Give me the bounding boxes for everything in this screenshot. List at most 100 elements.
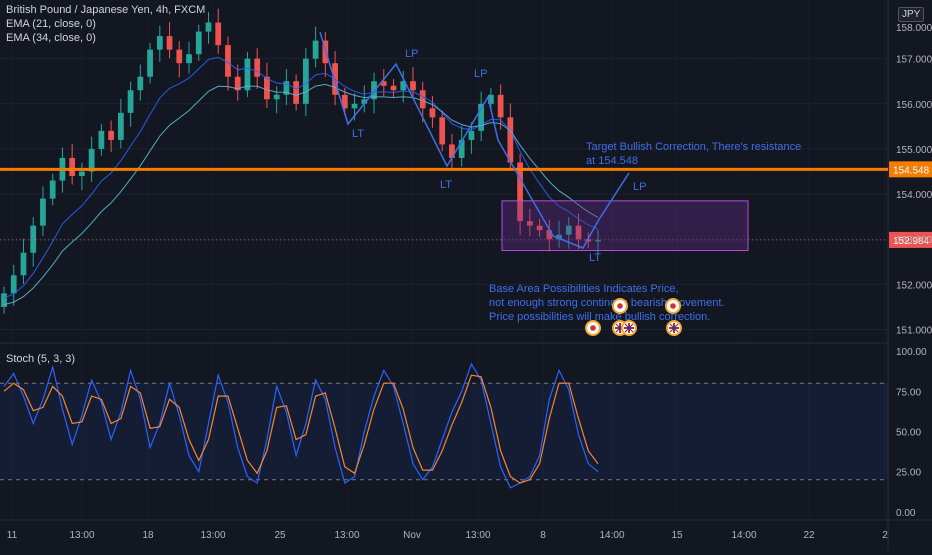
- last-price-tag: [889, 231, 932, 248]
- candle-body[interactable]: [556, 234, 562, 240]
- candle-body[interactable]: [507, 117, 514, 163]
- candle-body[interactable]: [565, 225, 572, 235]
- candle-body[interactable]: [351, 103, 358, 109]
- uk-flag-icon: [624, 323, 634, 333]
- time-tick-label: 8: [540, 530, 546, 541]
- candle-body[interactable]: [293, 81, 300, 104]
- resistance-price-tag: [889, 161, 932, 178]
- lt-label[interactable]: LT: [352, 128, 364, 140]
- price-tick-label: 153.000: [896, 235, 932, 246]
- candle-body[interactable]: [244, 58, 251, 91]
- candle-body[interactable]: [176, 49, 183, 64]
- candle-body[interactable]: [215, 22, 222, 46]
- candle-body[interactable]: [497, 94, 504, 118]
- base-area-box[interactable]: [501, 200, 749, 251]
- candle-body[interactable]: [341, 94, 348, 109]
- base-note-line2[interactable]: not enough strong continous bearish move…: [489, 297, 724, 309]
- price-tick-label: 154.000: [896, 190, 932, 201]
- candle-body[interactable]: [30, 225, 37, 253]
- candle-body[interactable]: [526, 221, 533, 226]
- candle-body[interactable]: [127, 90, 134, 113]
- candle-body[interactable]: [478, 103, 485, 131]
- time-tick-label: Nov: [403, 530, 421, 541]
- candle-body[interactable]: [79, 171, 85, 177]
- drawings[interactable]: 154.548 152.984 LP LP LP LT LT LT Target Bullish…: [0, 31, 932, 336]
- ema21-legend[interactable]: EMA (21, close, 0): [6, 18, 96, 30]
- candle-body[interactable]: [575, 225, 582, 240]
- time-tick-label: 25: [274, 530, 286, 541]
- lt-label[interactable]: LT: [589, 252, 601, 264]
- candle-body[interactable]: [195, 31, 202, 55]
- candle-body[interactable]: [273, 94, 280, 100]
- stoch-lines: [3, 362, 599, 489]
- stoch-tick-label: 100.00: [896, 347, 927, 358]
- candle-body[interactable]: [410, 81, 416, 91]
- candle-body[interactable]: [390, 85, 397, 91]
- candle-body[interactable]: [429, 108, 436, 118]
- candle-body[interactable]: [419, 90, 426, 109]
- candle-body[interactable]: [517, 162, 523, 222]
- candle-body[interactable]: [88, 148, 95, 172]
- candle-body[interactable]: [186, 54, 192, 64]
- candle-body[interactable]: [400, 81, 407, 91]
- time-tick-label: 15: [671, 530, 683, 541]
- japan-flag-icon: [590, 325, 596, 331]
- candle-body[interactable]: [264, 76, 270, 100]
- candle-body[interactable]: [137, 76, 144, 91]
- candle-body[interactable]: [468, 130, 475, 140]
- candle-body[interactable]: [205, 22, 212, 32]
- candle-body[interactable]: [488, 94, 494, 104]
- candle-body[interactable]: [595, 240, 601, 242]
- candle-body[interactable]: [546, 230, 553, 240]
- candle-body[interactable]: [439, 117, 446, 145]
- stoch-tick-label: 25.00: [896, 468, 921, 479]
- candle-body[interactable]: [108, 130, 114, 140]
- base-note-line1[interactable]: Base Area Possibilities Indicates Price,: [489, 283, 679, 295]
- candle-body[interactable]: [49, 180, 56, 199]
- time-tick-label: 14:00: [599, 530, 624, 541]
- stoch-legend: Stoch (5, 3, 3): [6, 352, 75, 366]
- candle-body[interactable]: [283, 81, 290, 95]
- candle-body[interactable]: [254, 58, 261, 77]
- zigzag-pattern[interactable]: [319, 31, 630, 249]
- candle-body[interactable]: [117, 112, 124, 140]
- candle-body[interactable]: [312, 40, 319, 59]
- lp-label[interactable]: LP: [474, 68, 487, 80]
- lt-label[interactable]: LT: [440, 179, 452, 191]
- ema34-legend[interactable]: EMA (34, close, 0): [6, 32, 96, 44]
- target-note-line1[interactable]: Target Bullish Correction, There's resis…: [586, 141, 801, 153]
- candle-body[interactable]: [147, 49, 153, 77]
- target-note-line2[interactable]: at 154.548: [586, 155, 638, 167]
- candle-body[interactable]: [536, 225, 543, 231]
- lp-label[interactable]: LP: [405, 48, 418, 60]
- candle-body[interactable]: [449, 144, 455, 158]
- candle-body[interactable]: [98, 130, 105, 149]
- candle-body[interactable]: [156, 36, 163, 50]
- base-note-line3[interactable]: Price possibilities will make bullish co…: [489, 311, 710, 323]
- uk-flag-icon: [669, 323, 679, 333]
- candle-body[interactable]: [458, 139, 465, 158]
- candle-body[interactable]: [361, 99, 368, 104]
- currency-badge[interactable]: JPY: [898, 7, 925, 22]
- candle-body[interactable]: [40, 198, 46, 226]
- price-tick-label: 152.000: [896, 280, 932, 291]
- candle-body[interactable]: [225, 45, 231, 77]
- lp-label[interactable]: LP: [633, 181, 646, 193]
- candle-body[interactable]: [69, 157, 76, 177]
- candle-body[interactable]: [380, 81, 387, 86]
- candle-body[interactable]: [302, 58, 309, 104]
- candle-body[interactable]: [10, 275, 17, 294]
- stoch-title[interactable]: Stoch (5, 3, 3): [6, 353, 76, 365]
- ema21-line: [3, 56, 599, 299]
- candle-body[interactable]: [1, 293, 7, 307]
- stoch-k-line: [3, 362, 599, 489]
- candles[interactable]: [1, 8, 601, 314]
- symbol-title[interactable]: British Pound / Japanese Yen, 4h, FXCM: [6, 4, 206, 16]
- candle-body[interactable]: [166, 36, 173, 50]
- candle-body[interactable]: [20, 252, 27, 276]
- price-tick-label: 155.000: [896, 145, 932, 156]
- candle-body[interactable]: [234, 76, 241, 91]
